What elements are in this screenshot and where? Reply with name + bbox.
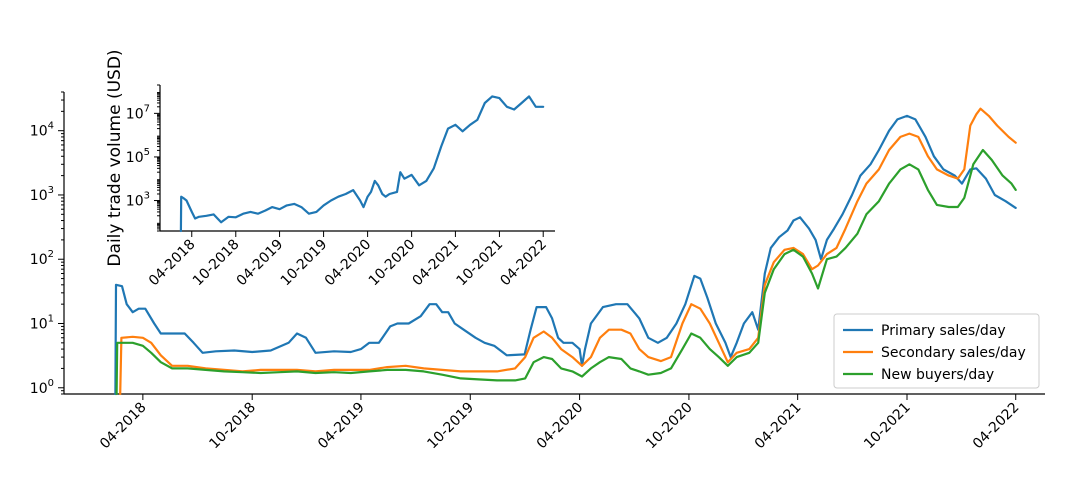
inset-chart-x-tick-label: 10-2020 (366, 237, 419, 290)
main-chart-y-tick-base: 10 (30, 381, 48, 397)
main-chart-x-tick-label: 04-2021 (752, 400, 805, 453)
inset-chart-x-tick-label: 04-2021 (410, 237, 463, 290)
main-chart-y-tick-exponent: 2 (48, 249, 54, 260)
inset-chart-series-line-0 (179, 95, 545, 233)
inset-chart-y-tick-exponent: 7 (144, 103, 150, 114)
legend-label: Secondary sales/day (881, 345, 1026, 361)
main-chart-series-line-1 (119, 107, 1017, 396)
main-chart-y-tick-base: 10 (30, 124, 48, 140)
main-chart-x-tick-label: 04-2018 (97, 400, 150, 453)
inset-chart-y-tick-exponent: 3 (144, 191, 150, 202)
inset-chart-x-tick-label: 10-2019 (278, 237, 331, 290)
main-chart-x-tick-label: 10-2021 (861, 400, 914, 453)
inset-chart-x-tick-label: 04-2022 (497, 237, 550, 290)
main-chart-y-tick-base: 10 (30, 317, 48, 333)
main-chart-y-tick-exponent: 0 (48, 378, 54, 389)
legend-label: New buyers/day (881, 367, 994, 383)
main-chart-y-tick-exponent: 4 (48, 121, 54, 132)
main-chart-y-tick-base: 10 (30, 188, 48, 204)
inset-chart-y-tick-base: 10 (126, 194, 144, 210)
main-chart-x-tick-label: 04-2019 (315, 400, 368, 453)
inset-chart-y-tick-base: 10 (126, 150, 144, 166)
main-chart-y-tick-exponent: 1 (48, 314, 54, 325)
inset-chart-y-tick-label: 103 (126, 191, 150, 210)
inset-chart-x-tick-label: 04-2020 (322, 237, 375, 290)
inset-chart-y-tick-exponent: 5 (144, 147, 150, 158)
inset-chart-y-tick-base: 10 (126, 106, 144, 122)
main-chart-x-tick-label: 04-2022 (970, 400, 1023, 453)
main-chart-x-tick-label: 10-2019 (424, 400, 477, 453)
inset-chart-y-tick-label: 107 (126, 103, 150, 122)
main-chart-x-tick-label: 10-2020 (643, 400, 696, 453)
main-chart-y-tick-label: 102 (30, 249, 54, 268)
main-chart-y-tick-label: 104 (30, 121, 54, 140)
inset-chart-y-tick-label: 105 (126, 147, 150, 166)
main-chart-y-tick-exponent: 3 (48, 185, 54, 196)
main-chart-y-tick-label: 100 (30, 378, 54, 397)
main-chart-x-tick-label: 04-2020 (534, 400, 587, 453)
inset-chart: 10310510704-201810-201804-201910-201904-… (126, 84, 555, 290)
inset-chart-x-tick-label: 04-2019 (234, 237, 287, 290)
legend: Primary sales/day Secondary sales/day New … (833, 313, 1040, 389)
main-chart-y-tick-label: 101 (30, 314, 54, 333)
main-chart-y-tick-base: 10 (30, 252, 48, 268)
main-chart-series-line-0 (114, 114, 1017, 396)
main-chart-x-tick-label: 10-2018 (206, 400, 259, 453)
inset-chart-x-tick-label: 10-2021 (454, 237, 507, 290)
inset-chart-x-tick-label: 04-2018 (146, 237, 199, 290)
legend-frame (833, 313, 1040, 389)
legend-label: Primary sales/day (881, 323, 1006, 339)
main-chart-y-tick-label: 103 (30, 185, 54, 204)
main-chart-series-line-2 (115, 148, 1017, 396)
inset-chart-x-tick-label: 10-2018 (190, 237, 243, 290)
inset-y-axis-label: Daily trade volume (USD) (105, 49, 125, 266)
